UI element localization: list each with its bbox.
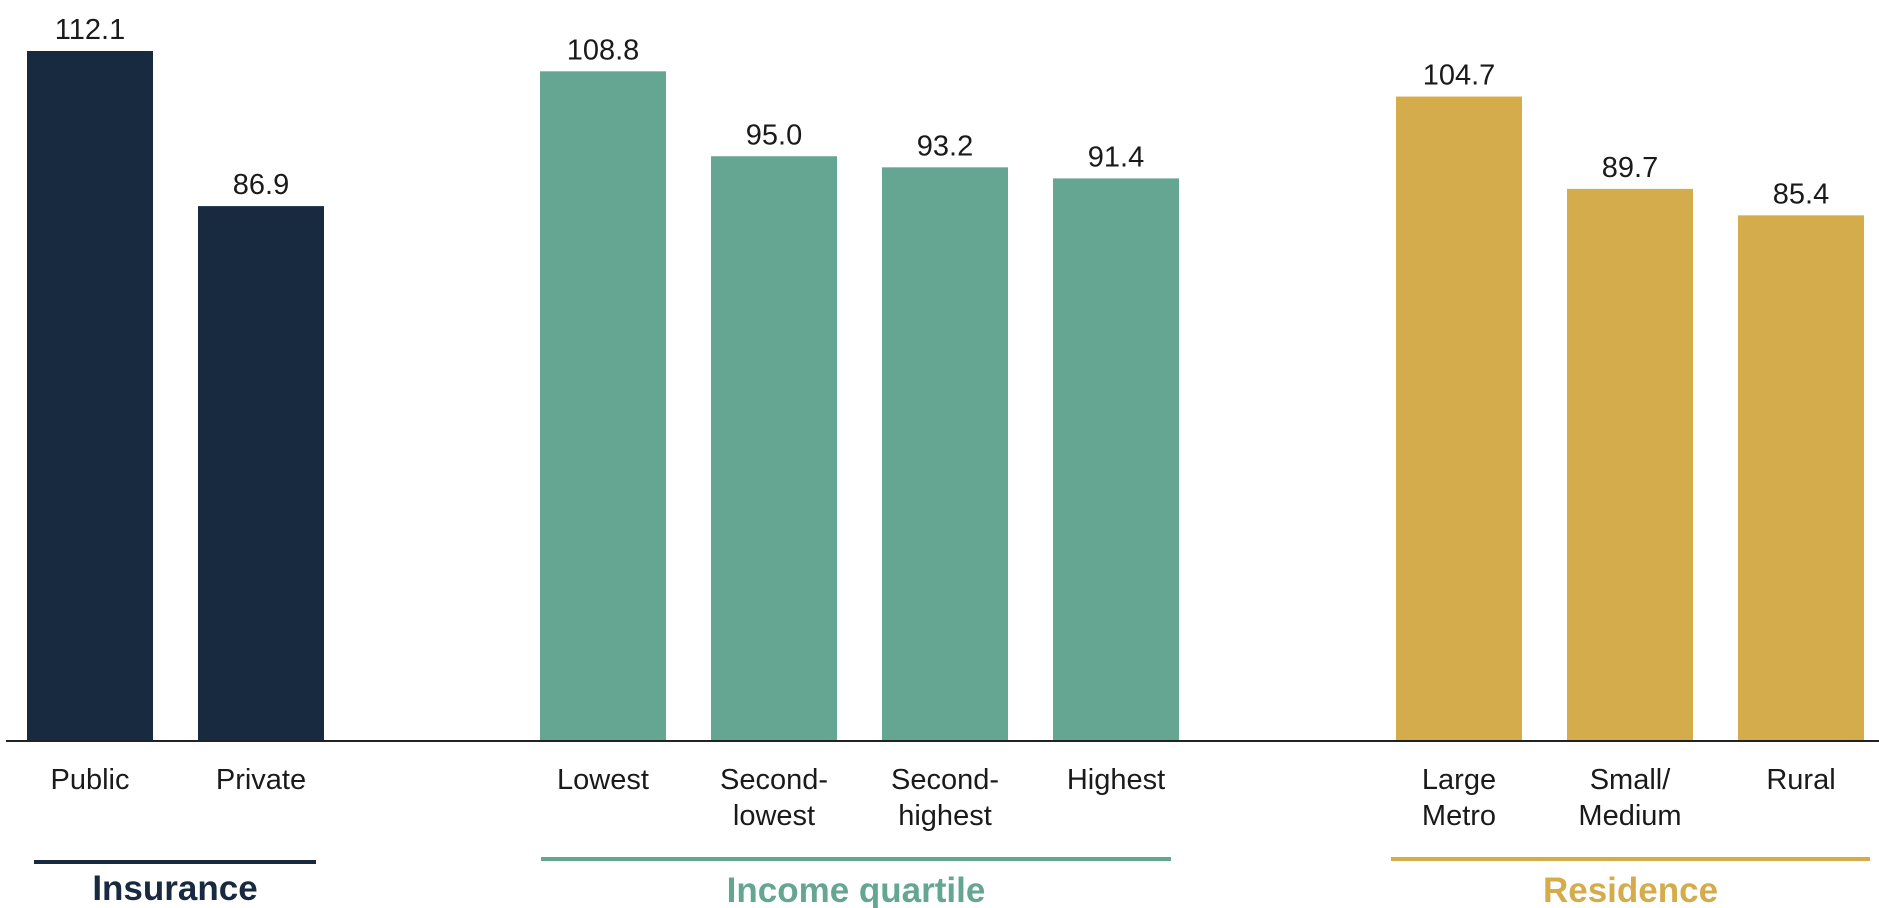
- bar-1-3: [1053, 178, 1179, 741]
- category-label-1-3: Highest: [1067, 764, 1165, 796]
- value-label-1-1: 95.0: [746, 119, 802, 151]
- category-label-2-1: Small/Medium: [1578, 764, 1681, 832]
- category-label-2-0: Large Metro: [1422, 764, 1496, 832]
- bars-layer: [27, 51, 1864, 742]
- value-label-0-0: 112.1: [55, 14, 125, 46]
- bar-0-0: [27, 51, 153, 741]
- category-label-2-2: Rural: [1766, 764, 1835, 796]
- value-label-1-3: 91.4: [1088, 141, 1144, 173]
- bar-1-2: [882, 167, 1008, 742]
- category-label-1-1: Second-lowest: [720, 764, 828, 832]
- value-label-1-2: 93.2: [917, 130, 973, 162]
- bar-0-1: [198, 206, 324, 741]
- group-labels-layer: Insurance Income quartile Residence: [34, 857, 1870, 908]
- category-label-0-0: Public: [51, 764, 130, 796]
- category-label-1-2: Second-highest: [891, 764, 999, 832]
- value-label-2-1: 89.7: [1602, 152, 1658, 184]
- value-label-2-2: 85.4: [1773, 178, 1829, 210]
- value-label-0-1: 86.9: [233, 169, 289, 201]
- category-label-1-0: Lowest: [557, 764, 649, 796]
- bar-1-0: [540, 71, 666, 742]
- value-label-1-0: 108.8: [567, 34, 640, 66]
- group-label-0: Insurance: [92, 869, 257, 908]
- labels-layer: 112.1 Public 86.9 Private 108.8 Lowest 95.0 Sec…: [51, 14, 1836, 832]
- category-label-0-1: Private: [216, 764, 306, 796]
- value-label-2-0: 104.7: [1423, 60, 1496, 92]
- group-label-1: Income quartile: [727, 871, 986, 908]
- bar-2-0: [1396, 96, 1522, 742]
- group-label-2: Residence: [1543, 871, 1718, 908]
- bar-2-1: [1567, 188, 1693, 741]
- bar-2-2: [1738, 215, 1864, 741]
- bar-1-1: [711, 156, 837, 741]
